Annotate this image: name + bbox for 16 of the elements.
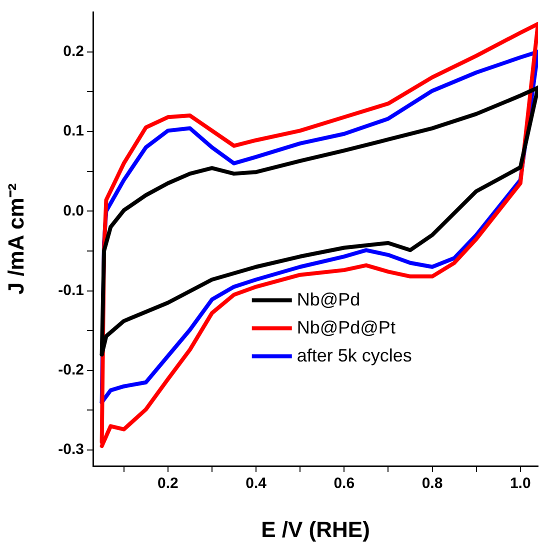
y-tick-label: -0.1: [58, 282, 84, 299]
x-tick-label: 0.8: [422, 475, 443, 492]
legend-label: Nb@Pd@Pt: [296, 317, 396, 338]
x-tick-label: 1.0: [510, 475, 531, 492]
y-tick-label: -0.3: [58, 441, 84, 458]
x-tick-label: 0.6: [334, 475, 355, 492]
y-axis-title: J /mA cm⁻²: [3, 183, 28, 295]
y-tick-label: 0.2: [63, 42, 84, 60]
legend-label: Nb@Pd: [296, 289, 360, 310]
y-tick-label: -0.2: [58, 362, 84, 379]
x-axis-title: E /V (RHE): [261, 516, 370, 542]
y-tick-label: 0.0: [63, 202, 84, 220]
y-tick-label: 0.1: [63, 122, 84, 140]
x-tick-label: 0.2: [157, 475, 178, 492]
x-tick-label: 0.4: [246, 475, 268, 492]
legend-label: after 5k cycles: [296, 345, 412, 366]
